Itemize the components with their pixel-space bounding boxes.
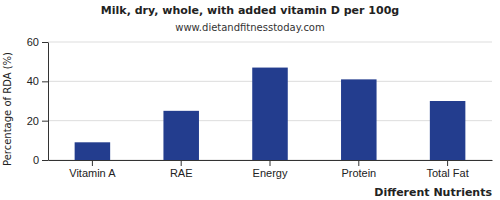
x-tick-mark [92,160,93,166]
y-axis-title: Percentage of RDA (%) [2,52,13,166]
x-tick-label: Energy [253,167,288,179]
subtitle: www.dietandfitnesstoday.com [175,22,324,33]
y-tick: 20 [27,115,48,127]
y-tick-label: 60 [27,36,39,48]
x-tick-label: Vitamin A [69,167,116,179]
x-tick: Protein [341,160,376,179]
grid [48,42,492,160]
x-tick-mark [358,160,359,166]
y-tick-mark [42,81,48,82]
x-tick: Vitamin A [69,160,116,179]
y-tick-label: 40 [27,75,39,87]
x-tick: Energy [253,160,288,179]
bar [430,101,466,160]
x-tick-mark [447,160,448,166]
x-axis-title: Different Nutrients [374,186,492,199]
plot: 0 20 40 60 Vitamin A RAE Energy Protein Total Fa… [27,36,493,179]
bars [75,68,466,160]
x-tick: Total Fat [427,160,469,179]
y-tick: 0 [33,154,48,166]
y-axis: 0 20 40 60 [27,36,49,166]
chart: 0 20 40 60 Vitamin A RAE Energy Protein Total Fa… [0,0,500,200]
x-tick-label: Total Fat [427,167,469,179]
x-tick-mark [270,160,271,166]
y-tick: 40 [27,75,48,87]
x-tick: RAE [170,160,193,179]
bar [75,142,111,160]
bar [252,68,288,160]
y-tick-label: 0 [33,154,39,166]
x-tick-mark [181,160,182,166]
y-tick-mark [42,121,48,122]
bar [163,111,199,160]
x-tick-label: Protein [341,167,376,179]
y-tick-mark [42,42,48,43]
x-axis: Vitamin A RAE Energy Protein Total Fat [49,160,493,179]
y-tick-mark [42,160,48,161]
y-tick: 60 [27,36,48,48]
grid-line [48,42,492,43]
y-axis-line [48,43,49,161]
bar [341,79,377,160]
y-tick-label: 20 [27,115,39,127]
title: Milk, dry, whole, with added vitamin D p… [101,4,399,17]
x-tick-label: RAE [170,167,193,179]
